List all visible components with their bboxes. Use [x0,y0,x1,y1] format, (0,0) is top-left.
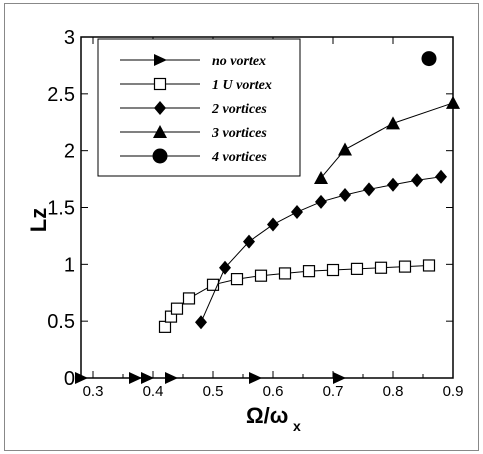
figure-frame [4,3,479,451]
legend-item: no vortex [120,54,266,69]
legend-item: 4 vortices [120,148,267,165]
data-point [219,260,231,275]
data-point [129,372,142,384]
legend-item: 2 vortices [120,101,267,117]
legend-label: 2 vortices [211,102,267,117]
data-point [254,269,268,282]
y-tick-label: 2 [64,141,75,163]
data-point [315,194,327,209]
series-triangle-right [75,372,346,384]
legend-marker [153,125,167,138]
data-point [206,278,220,291]
x-tick-label: 0.7 [323,383,344,400]
data-point [374,261,388,274]
data-point [165,372,178,384]
y-tick-label: 2.5 [47,84,75,106]
series-circle [421,51,437,67]
x-axis-label-main: Ω/ω [246,403,288,428]
series-line [164,264,430,328]
legend-item: 1 U vortex [120,77,272,93]
data-point [195,315,207,330]
data-point [314,170,328,184]
series-square-open [158,259,436,333]
data-point [350,262,364,275]
x-tick-label: 0.9 [443,383,464,400]
x-tick-label: 0.5 [203,383,224,400]
x-tick-label: 0.3 [83,383,104,400]
legend-marker [152,148,168,164]
legend-label: 3 vortices [211,126,267,141]
data-point [421,51,437,67]
legend-items: no vortex 1 U vortex 2 vortices 3 vortices 4… [120,54,272,165]
data-point [435,169,447,184]
axis-ticks: 0.3 0.4 0.5 0.6 0.7 0.8 0.9 0 0.5 1 1.5 2 2.5 3 [47,27,463,400]
data-point [278,267,292,280]
data-point [182,292,196,305]
data-point [338,142,352,156]
series-layer [75,51,460,384]
data-point [446,95,460,109]
data-point [333,372,346,384]
legend-item: 3 vortices [120,125,267,141]
data-point [387,177,399,192]
data-point [411,173,423,188]
y-tick-label: 3 [64,27,75,49]
legend-label: 4 vortices [211,150,267,165]
legend: no vortex 1 U vortex 2 vortices 3 vortices 4… [97,38,301,177]
data-point [422,259,436,272]
series-line [320,102,454,179]
series-triangle-up [314,95,460,184]
x-tick-label: 0.6 [263,383,284,400]
x-axis-label-subscript: x [293,418,301,434]
data-point [170,302,184,315]
legend-marker [154,101,166,115]
y-tick-label: 1 [64,254,75,276]
x-tick-label: 0.8 [383,383,404,400]
legend-label: 1 U vortex [212,78,272,93]
data-point [339,187,351,202]
series-diamond [195,169,447,330]
legend-label: no vortex [212,54,266,69]
legend-marker [153,77,167,91]
x-axis-label: Ω/ω x [246,403,301,434]
data-point [230,273,244,286]
data-point [398,260,412,273]
data-point [158,320,172,333]
data-point [267,217,279,232]
data-point [291,205,303,220]
data-point [363,182,375,197]
x-tick-label: 0.4 [143,383,164,400]
data-point [249,372,262,384]
y-tick-label: 0.5 [47,311,75,333]
data-point [326,263,340,277]
y-axis-label: Lz [26,208,51,232]
data-point [141,372,154,384]
data-point [75,372,88,384]
data-point [302,265,316,278]
data-point [386,116,400,130]
y-tick-label: 1.5 [47,198,75,220]
data-point [243,234,255,249]
y-tick-label: 0 [64,368,75,390]
legend-marker [154,54,167,66]
